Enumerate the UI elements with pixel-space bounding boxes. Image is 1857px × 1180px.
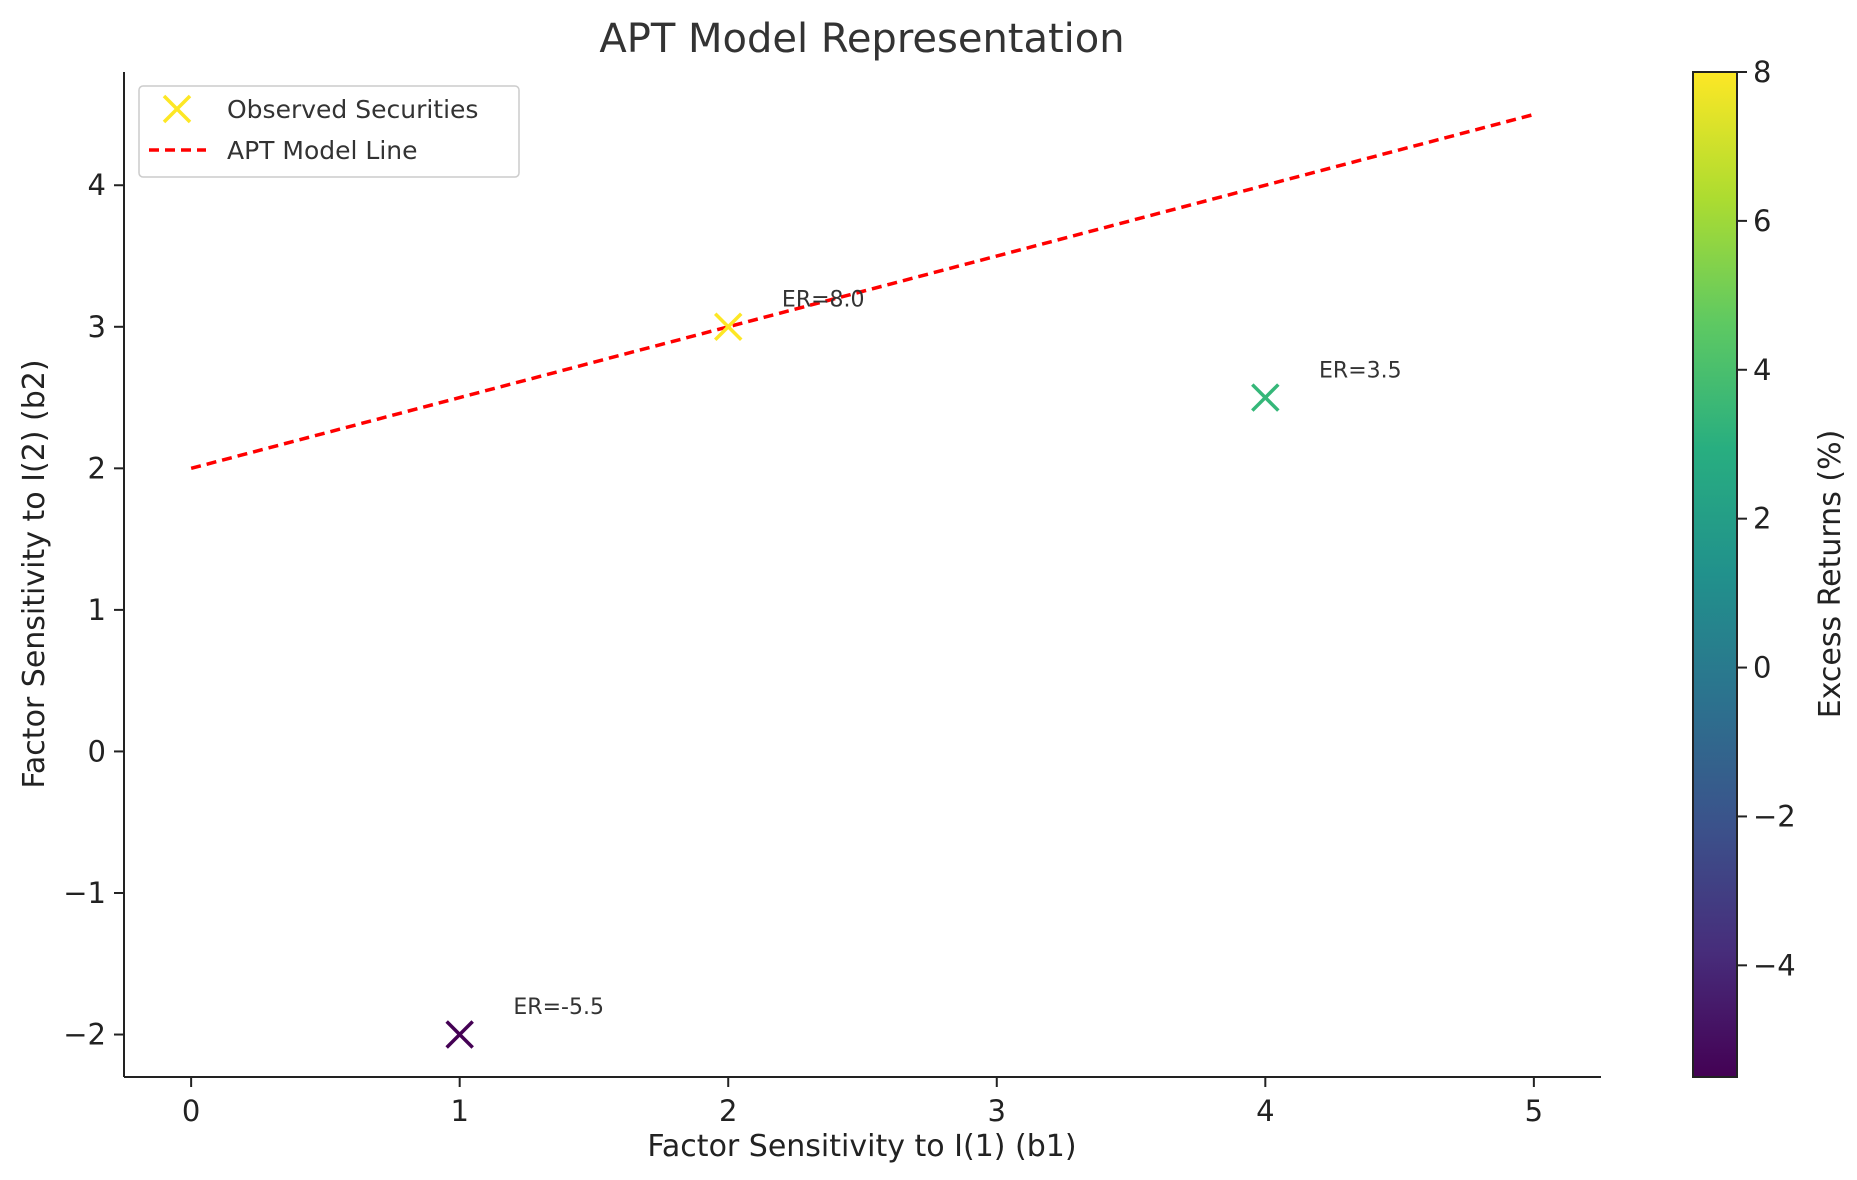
- x-tick-label: 5: [1525, 1094, 1543, 1128]
- colorbar-tick-label: 0: [1753, 651, 1771, 685]
- legend-x-marker: [162, 94, 192, 124]
- x-axis-ticks: 0 1 2 3 4 5: [182, 1077, 1543, 1128]
- y-axis-ticks: −2 −1 0 1 2 3 4: [63, 168, 124, 1052]
- x-marker-stroke: [445, 1020, 474, 1049]
- security-point-annotation: ER=3.5: [1319, 358, 1402, 383]
- security-point-marker: [445, 1020, 474, 1049]
- legend-marker-observed-securities: [162, 94, 192, 124]
- colorbar-tick-label: −4: [1753, 948, 1796, 982]
- y-axis-label: Factor Sensitivity to I(2) (b2): [17, 359, 52, 788]
- chart-title: APT Model Representation: [599, 16, 1124, 62]
- legend-label-observed-securities: Observed Securities: [227, 95, 478, 124]
- colorbar: −4 −2 0 2 4 6 8 Excess Returns (%): [1692, 55, 1848, 1078]
- colorbar-tick-label: 8: [1753, 55, 1771, 89]
- colorbar-gradient: [1692, 71, 1738, 1078]
- colorbar-tick-label: 2: [1753, 502, 1771, 536]
- y-tick-label: 4: [88, 168, 106, 202]
- y-tick-label: 1: [88, 593, 106, 627]
- x-tick-label: 3: [988, 1094, 1006, 1128]
- legend: Observed Securities APT Model Line: [138, 85, 520, 178]
- legend-label-apt-model-line: APT Model Line: [227, 136, 418, 165]
- x-tick-label: 2: [719, 1094, 737, 1128]
- colorbar-ticks: −4 −2 0 2 4 6 8: [1737, 55, 1796, 982]
- colorbar-label: Excess Returns (%): [1813, 430, 1848, 719]
- security-point-marker: [1251, 383, 1280, 412]
- y-tick-label: −2: [63, 1018, 106, 1052]
- x-marker-stroke: [713, 312, 743, 342]
- observed-securities-layer: ER=-5.5 ER=8.0 ER=3.5: [445, 287, 1402, 1049]
- y-tick-label: 0: [88, 734, 106, 768]
- security-point-annotation: ER=-5.5: [513, 995, 604, 1020]
- y-tick-label: 3: [88, 310, 106, 344]
- x-axis-label: Factor Sensitivity to I(1) (b1): [647, 1129, 1076, 1164]
- y-tick-label: −1: [63, 876, 106, 910]
- colorbar-tick-label: 4: [1753, 353, 1771, 387]
- x-tick-label: 4: [1256, 1094, 1274, 1128]
- legend-frame: [138, 85, 520, 178]
- security-point-marker: [713, 312, 743, 342]
- security-point-annotation: ER=8.0: [782, 287, 865, 312]
- colorbar-tick-label: −2: [1753, 799, 1796, 833]
- x-marker-stroke: [1251, 383, 1280, 412]
- x-tick-label: 0: [182, 1094, 200, 1128]
- apt-model-line: [190, 112, 1535, 471]
- x-tick-label: 1: [450, 1094, 468, 1128]
- colorbar-tick-label: 6: [1753, 204, 1771, 238]
- y-tick-label: 2: [88, 451, 106, 485]
- apt-model-line-layer: [190, 112, 1535, 471]
- x-marker-stroke: [162, 94, 192, 124]
